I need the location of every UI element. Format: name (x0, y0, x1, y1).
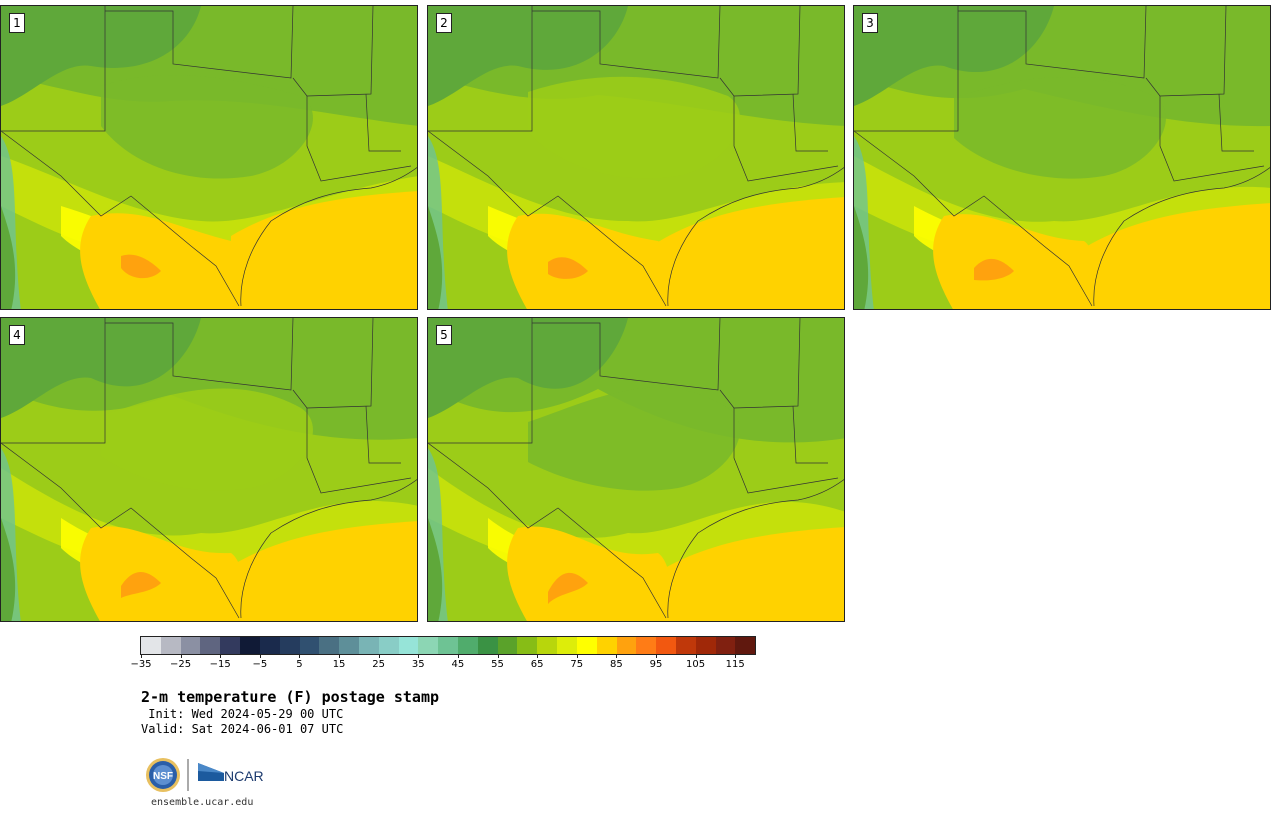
temperature-colorbar: −35 −25 −15 −5 5 15 25 35 45 55 65 75 85 95 105 115 (130, 636, 756, 676)
colorbar-tick (180, 654, 182, 658)
colorbar-swatch (418, 637, 439, 654)
colorbar-tick-label: 35 (411, 659, 425, 670)
colorbar-tick-label: 45 (451, 659, 465, 670)
chart-title: 2-m temperature (F) postage stamp (141, 688, 440, 706)
colorbar-tick-label: 25 (372, 659, 386, 670)
colorbar-swatch (358, 637, 379, 654)
panel-number: 4 (9, 325, 25, 345)
colorbar-swatch (477, 637, 498, 654)
colorbar-tick-label: 55 (491, 659, 504, 670)
panel-number: 2 (436, 13, 452, 33)
colorbar-tick-label: −5 (252, 659, 268, 670)
colorbar-tick-label: 105 (686, 659, 706, 670)
colorbar-tick-label: 115 (725, 659, 745, 670)
colorbar-tick-label: 15 (332, 659, 346, 670)
colorbar-swatch (299, 637, 320, 654)
colorbar-swatch (200, 637, 221, 654)
map-panel-5: 5 (427, 317, 845, 622)
colorbar-swatch (438, 637, 458, 654)
colorbar-tick (141, 654, 142, 658)
map-panel-1: 1 (0, 5, 418, 310)
colorbar-tick (378, 654, 380, 658)
panel-number: 3 (862, 13, 878, 33)
nsf-logo: NSF (146, 758, 180, 792)
colorbar-tick (616, 654, 618, 658)
colorbar-tick (220, 654, 222, 658)
colorbar-tick-label: −35 (130, 659, 152, 670)
colorbar-tick-label: 85 (609, 659, 623, 670)
colorbar-swatch (160, 637, 181, 654)
colorbar-swatch (240, 637, 260, 654)
colorbar-swatch (675, 637, 696, 654)
site-url: ensemble.ucar.edu (151, 797, 254, 808)
ncar-logo: NCAR (198, 763, 264, 784)
colorbar-swatch (537, 637, 558, 654)
colorbar-swatch (715, 637, 736, 654)
colorbar-swatch (735, 637, 756, 654)
colorbar-swatch (656, 637, 676, 654)
colorbar-swatch (259, 637, 280, 654)
colorbar-swatch (517, 637, 538, 654)
colorbar-swatch (576, 637, 597, 654)
ncar-logo-text: NCAR (224, 768, 264, 784)
colorbar-swatch (458, 637, 478, 654)
colorbar-tick (576, 654, 578, 658)
colorbar-swatch (220, 637, 241, 654)
colorbar-swatch (616, 637, 637, 654)
colorbar-tick-label: 95 (649, 659, 663, 670)
colorbar-tick-label: −25 (170, 659, 192, 670)
map-panel-3: 3 (853, 5, 1271, 310)
colorbar-tick-label: 65 (530, 659, 544, 670)
valid-time: Valid: Sat 2024-06-01 07 UTC (141, 722, 344, 736)
nsf-logo-text: NSF (153, 771, 173, 782)
colorbar-swatch (378, 637, 399, 654)
colorbar-tick (457, 654, 459, 658)
colorbar-tick-label: 75 (570, 659, 584, 670)
colorbar-swatch (497, 637, 518, 654)
colorbar-tick (299, 654, 301, 658)
map-panel-4: 4 (0, 317, 418, 622)
colorbar-tick (497, 654, 499, 658)
colorbar-swatch (398, 637, 419, 654)
colorbar-swatch (596, 637, 617, 654)
colorbar-swatch (180, 637, 201, 654)
colorbar-swatch (141, 637, 161, 654)
colorbar-tick (735, 654, 737, 658)
colorbar-swatches (140, 636, 756, 655)
colorbar-swatch (636, 637, 657, 654)
colorbar-swatch (557, 637, 577, 654)
colorbar-tick (695, 654, 697, 658)
panel-number: 1 (9, 13, 25, 33)
colorbar-tick (339, 654, 341, 658)
logo-area: NSF NCAR (144, 757, 274, 797)
colorbar-swatch (319, 637, 340, 654)
panel-number: 5 (436, 325, 452, 345)
colorbar-tick (655, 654, 657, 658)
colorbar-swatch (695, 637, 716, 654)
map-panel-2: 2 (427, 5, 845, 310)
colorbar-swatch (339, 637, 359, 654)
colorbar-swatch (279, 637, 300, 654)
init-time: Init: Wed 2024-05-29 00 UTC (141, 707, 344, 721)
colorbar-tick (537, 654, 539, 658)
colorbar-tick-label: 5 (296, 659, 303, 670)
colorbar-tick (259, 654, 261, 658)
colorbar-tick-label: −15 (209, 659, 231, 670)
colorbar-tick (418, 654, 420, 658)
